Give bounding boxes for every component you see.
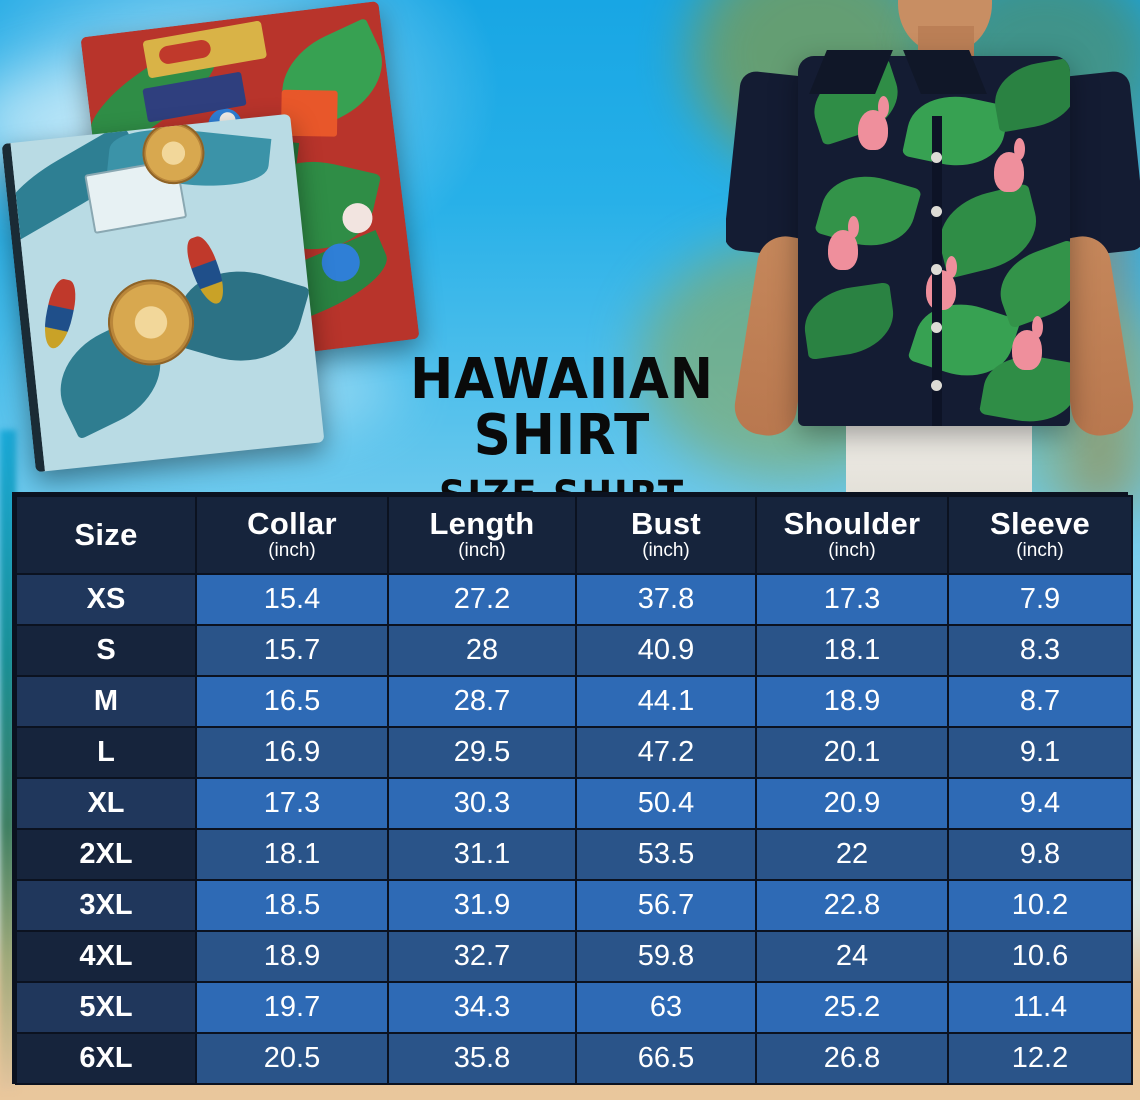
shirt-button	[931, 322, 942, 333]
measurement-cell-shoulder: 20.9	[755, 777, 949, 830]
size-chart-table: Size Collar (inch) Length (inch) Bust (i…	[15, 495, 1133, 1085]
measurement-cell-shoulder: 22	[755, 828, 949, 881]
measurement-cell-length: 30.3	[387, 777, 577, 830]
column-header-size: Size	[15, 495, 197, 575]
table-row: 5XL 19.7 34.3 63 25.2 11.4	[15, 981, 1133, 1034]
shirt-body	[798, 56, 1070, 426]
size-cell: XL	[15, 777, 197, 830]
measurement-cell-sleeve: 8.3	[947, 624, 1133, 677]
size-cell: 6XL	[15, 1032, 197, 1085]
flamingo-motif-shape	[1012, 316, 1043, 370]
measurement-cell-sleeve: 9.1	[947, 726, 1133, 779]
measurement-cell-sleeve: 10.2	[947, 879, 1133, 932]
measurement-cell-shoulder: 26.8	[755, 1032, 949, 1085]
table-row: M 16.5 28.7 44.1 18.9 8.7	[15, 675, 1133, 728]
measurement-cell-shoulder: 18.9	[755, 675, 949, 728]
shirt-button	[931, 380, 942, 391]
parrot-motif-shape	[39, 276, 80, 351]
size-cell: L	[15, 726, 197, 779]
measurement-cell-collar: 20.5	[195, 1032, 389, 1085]
measurement-cell-sleeve: 9.4	[947, 777, 1133, 830]
column-header-collar: Collar (inch)	[195, 495, 389, 575]
shirt-button	[931, 264, 942, 275]
measurement-cell-length: 35.8	[387, 1032, 577, 1085]
measurement-cell-sleeve: 12.2	[947, 1032, 1133, 1085]
size-chart-table-wrapper: Size Collar (inch) Length (inch) Bust (i…	[12, 492, 1133, 1085]
shirt-button	[931, 152, 942, 163]
size-cell: S	[15, 624, 197, 677]
table-row: 4XL 18.9 32.7 59.8 24 10.6	[15, 930, 1133, 983]
flamingo-motif-shape	[994, 138, 1025, 192]
measurement-cell-bust: 66.5	[575, 1032, 757, 1085]
measurement-cell-shoulder: 22.8	[755, 879, 949, 932]
column-header-sleeve: Sleeve (inch)	[947, 495, 1133, 575]
size-cell: XS	[15, 573, 197, 626]
measurement-cell-shoulder: 20.1	[755, 726, 949, 779]
measurement-cell-collar: 15.4	[195, 573, 389, 626]
column-header-shoulder: Shoulder (inch)	[755, 495, 949, 575]
table-body: XS 15.4 27.2 37.8 17.3 7.9 S 15.7 28 40.9 18.1 8.3 M…	[15, 573, 1133, 1085]
measurement-cell-bust: 44.1	[575, 675, 757, 728]
measurement-cell-collar: 18.9	[195, 930, 389, 983]
measurement-cell-collar: 18.5	[195, 879, 389, 932]
measurement-cell-length: 29.5	[387, 726, 577, 779]
measurement-cell-bust: 63	[575, 981, 757, 1034]
measurement-cell-length: 31.9	[387, 879, 577, 932]
blue-hawaiian-shirt-image	[1, 113, 325, 473]
measurement-cell-shoulder: 18.1	[755, 624, 949, 677]
size-cell: 5XL	[15, 981, 197, 1034]
measurement-cell-bust: 53.5	[575, 828, 757, 881]
size-cell: 2XL	[15, 828, 197, 881]
table-row: 2XL 18.1 31.1 53.5 22 9.8	[15, 828, 1133, 881]
size-cell: M	[15, 675, 197, 728]
table-row: XS 15.4 27.2 37.8 17.3 7.9	[15, 573, 1133, 626]
measurement-cell-bust: 47.2	[575, 726, 757, 779]
measurement-cell-length: 31.1	[387, 828, 577, 881]
measurement-cell-sleeve: 8.7	[947, 675, 1133, 728]
measurement-cell-length: 34.3	[387, 981, 577, 1034]
measurement-cell-length: 27.2	[387, 573, 577, 626]
measurement-cell-length: 28	[387, 624, 577, 677]
column-header-length: Length (inch)	[387, 495, 577, 575]
measurement-cell-length: 28.7	[387, 675, 577, 728]
table-header-row: Size Collar (inch) Length (inch) Bust (i…	[15, 495, 1133, 575]
measurement-cell-collar: 15.7	[195, 624, 389, 677]
measurement-cell-shoulder: 25.2	[755, 981, 949, 1034]
size-cell: 3XL	[15, 879, 197, 932]
flamingo-motif-shape	[828, 216, 859, 270]
table-row: 3XL 18.5 31.9 56.7 22.8 10.2	[15, 879, 1133, 932]
measurement-cell-collar: 18.1	[195, 828, 389, 881]
monstera-leaf-shape	[989, 57, 1070, 133]
measurement-cell-sleeve: 11.4	[947, 981, 1133, 1034]
measurement-cell-shoulder: 24	[755, 930, 949, 983]
measurement-cell-sleeve: 10.6	[947, 930, 1133, 983]
measurement-cell-length: 32.7	[387, 930, 577, 983]
column-header-bust: Bust (inch)	[575, 495, 757, 575]
measurement-cell-shoulder: 17.3	[755, 573, 949, 626]
table-header: Size Collar (inch) Length (inch) Bust (i…	[15, 495, 1133, 575]
measurement-cell-bust: 59.8	[575, 930, 757, 983]
table-row: S 15.7 28 40.9 18.1 8.3	[15, 624, 1133, 677]
page-title: HAWAIIAN SHIRT	[410, 347, 714, 468]
measurement-cell-bust: 40.9	[575, 624, 757, 677]
measurement-cell-collar: 19.7	[195, 981, 389, 1034]
table-row: L 16.9 29.5 47.2 20.1 9.1	[15, 726, 1133, 779]
monstera-leaf-shape	[901, 86, 1011, 176]
size-cell: 4XL	[15, 930, 197, 983]
measurement-cell-sleeve: 9.8	[947, 828, 1133, 881]
table-row: XL 17.3 30.3 50.4 20.9 9.4	[15, 777, 1133, 830]
measurement-cell-collar: 17.3	[195, 777, 389, 830]
table-row: 6XL 20.5 35.8 66.5 26.8 12.2	[15, 1032, 1133, 1085]
model-photo	[726, 0, 1140, 492]
measurement-cell-collar: 16.9	[195, 726, 389, 779]
shirt-button	[931, 206, 942, 217]
measurement-cell-bust: 50.4	[575, 777, 757, 830]
flamingo-motif-shape	[858, 96, 889, 150]
measurement-cell-sleeve: 7.9	[947, 573, 1133, 626]
measurement-cell-collar: 16.5	[195, 675, 389, 728]
measurement-cell-bust: 37.8	[575, 573, 757, 626]
monstera-leaf-shape	[799, 282, 899, 360]
measurement-cell-bust: 56.7	[575, 879, 757, 932]
